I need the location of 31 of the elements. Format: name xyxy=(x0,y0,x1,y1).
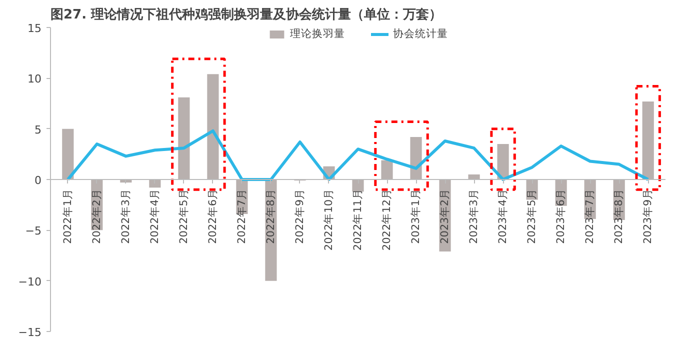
y-tick-label: −5 xyxy=(25,224,42,238)
x-tick-label: 2022年1月 xyxy=(62,188,74,244)
y-tick-label: −15 xyxy=(18,326,42,339)
x-tick-label: 2022年2月 xyxy=(90,188,103,244)
x-tick-label: 2022年11月 xyxy=(352,188,364,251)
y-tick-label: 5 xyxy=(34,123,42,136)
x-tick-label: 2022年9月 xyxy=(294,188,306,244)
y-tick-label: −10 xyxy=(18,275,42,288)
x-tick-label: 2023年3月 xyxy=(468,188,480,244)
x-tick-label: 2023年9月 xyxy=(642,188,654,244)
x-tick-label: 2022年4月 xyxy=(148,188,161,244)
x-tick-label: 2023年5月 xyxy=(526,188,538,244)
x-tick-label: 2023年1月 xyxy=(410,188,422,244)
x-tick-label: 2022年3月 xyxy=(120,188,132,244)
chart-title: 图27. 理论情况下祖代种鸡强制换羽量及协会统计量（单位：万套） xyxy=(50,6,442,22)
legend-label: 协会统计量 xyxy=(393,27,448,41)
x-tick-label: 2023年6月 xyxy=(555,188,568,244)
x-tick-label: 2022年10月 xyxy=(322,188,335,251)
x-tick-label: 2022年12月 xyxy=(381,188,394,251)
x-tick-label: 2022年7月 xyxy=(236,188,248,244)
x-tick-label: 2023年2月 xyxy=(439,188,452,244)
legend-label: 理论换羽量 xyxy=(290,27,345,41)
y-tick-label: 10 xyxy=(28,72,42,86)
y-tick-label: 0 xyxy=(34,174,42,187)
x-tick-label: 2023年7月 xyxy=(584,188,596,244)
x-tick-label: 2022年5月 xyxy=(178,188,190,244)
x-tick-label: 2023年4月 xyxy=(497,188,510,244)
y-tick-label: 15 xyxy=(28,22,42,35)
x-tick-label: 2023年8月 xyxy=(613,188,626,244)
x-tick-label: 2022年6月 xyxy=(206,188,219,244)
x-tick-label: 2022年8月 xyxy=(264,188,277,244)
